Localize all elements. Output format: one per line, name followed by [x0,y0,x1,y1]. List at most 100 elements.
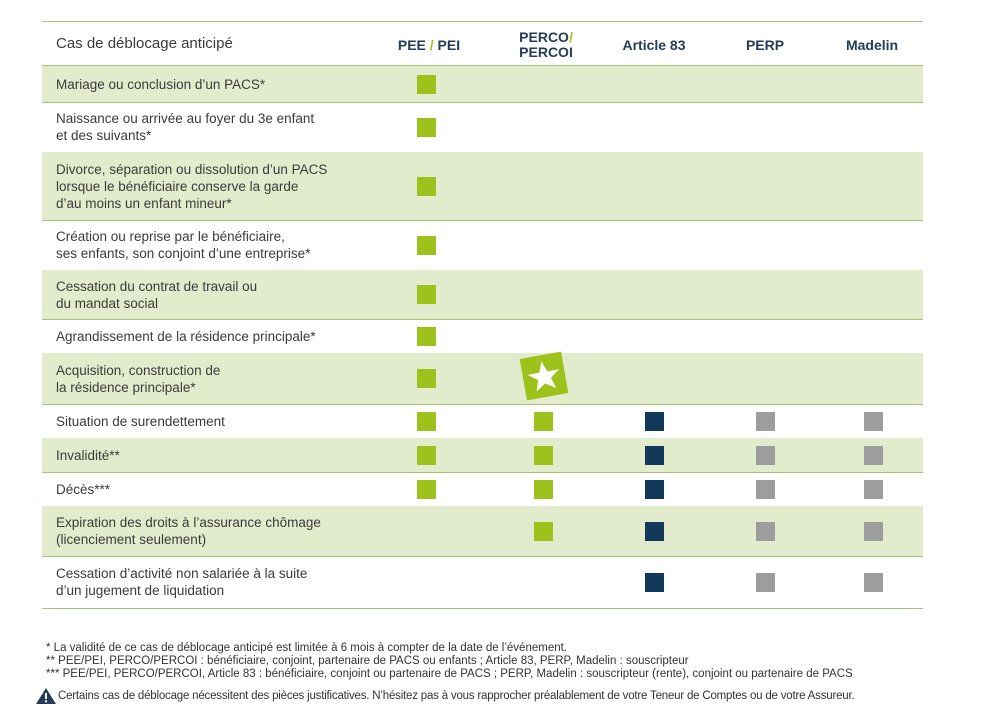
row-label-line: (licenciement seulement) [56,532,207,547]
eligibility-mark [864,446,883,465]
row-label: Divorce, séparation ou dissolution d’un … [56,161,327,212]
col-header-perco-percoi: PERCO/ PERCOI [507,30,585,60]
row-label-line: Mariage ou conclusion d’un PACS* [56,77,266,92]
eligibility-mark [417,480,436,499]
row-label-line: d’un jugement de liquidation [56,583,225,598]
col-header-slash: / [568,29,573,45]
eligibility-mark [645,412,664,431]
row-label: Mariage ou conclusion d’un PACS* [56,76,265,93]
warning-note: Certains cas de déblocage nécessitent de… [58,690,855,702]
row-label-line: du mandat social [56,296,159,311]
eligibility-mark [756,446,775,465]
eligibility-mark [417,118,436,137]
col-header-pee: PEE [397,37,426,53]
col-header-percoi: PERCOI [519,44,573,60]
eligibility-mark [417,285,436,304]
row-rule [42,102,923,103]
row-label: Invalidité** [56,447,120,464]
table-top-rule [42,21,923,22]
eligibility-mark [534,412,553,431]
table-row: Cessation d’activité non salariée à la s… [42,556,923,608]
header-rule [42,65,923,66]
eligibility-mark [864,573,883,592]
eligibility-mark [534,446,553,465]
row-label-line: Situation de surendettement [56,414,225,429]
row-rule [42,472,923,473]
row-label-line: Cessation d’activité non salariée à la s… [56,566,308,581]
table-row: Divorce, séparation ou dissolution d’un … [42,152,923,220]
row-label-line: Expiration des droits à l’assurance chôm… [56,515,321,530]
col-header-perco: PERCO [519,29,569,45]
eligibility-mark [417,412,436,431]
eligibility-mark [534,480,553,499]
table-row: Invalidité** [42,438,923,472]
footnote: ** PEE/PEI, PERCO/PERCOI : bénéficiaire,… [46,655,689,667]
footnotes: * La validité de ce cas de déblocage ant… [46,642,853,681]
eligibility-mark [756,480,775,499]
row-label-line: et des suivants* [56,128,152,143]
row-label-line: Création ou reprise par le bénéficiaire, [56,229,285,244]
table-row: Acquisition, construction de la résidence… [42,351,923,404]
row-label-line: lorsque le bénéficiaire conserve la gard… [56,179,299,194]
col-header-madelin: Madelin [845,37,899,53]
star-icon [519,351,569,401]
row-label: Situation de surendettement [56,413,225,430]
table-row: Cessation du contrat de travail ou du man… [42,270,923,319]
row-label-line: Décès*** [56,482,111,497]
row-rule [42,556,923,557]
row-label-line: d’au moins un enfant mineur* [56,196,232,211]
table-row: Agrandissement de la résidence principal… [42,319,923,353]
eligibility-mark [417,75,436,94]
eligibility-mark [645,446,664,465]
row-label: Cessation du contrat de travail ou du man… [56,278,257,312]
row-label-line: ses enfants, son conjoint d’une entrepri… [56,246,311,261]
row-label: Acquisition, construction de la résidence… [56,362,220,396]
eligibility-mark [756,412,775,431]
row-label: Décès*** [56,481,110,498]
footnote: *** PEE/PEI, PERCO/PERCOI, Article 83 : … [46,668,853,680]
row-label-line: Divorce, séparation ou dissolution d’un … [56,162,328,177]
eligibility-mark [864,412,883,431]
table-row: Création ou reprise par le bénéficiaire,… [42,220,923,270]
col-header-pei: PEI [437,37,461,53]
eligibility-mark [645,522,664,541]
row-label: Cessation d’activité non salariée à la s… [56,565,307,599]
row-label-line: Cessation du contrat de travail ou [56,279,258,294]
eligibility-mark [534,522,553,541]
eligibility-mark [756,522,775,541]
row-rule [42,319,923,320]
col-header-article-83: Article 83 [622,37,686,53]
warning-icon [36,688,56,704]
col-header-pee-pei: PEE / PEI [389,38,469,53]
eligibility-mark [417,327,436,346]
eligibility-mark [645,480,664,499]
footnote: * La validité de ce cas de déblocage ant… [46,642,568,654]
table-row: Décès*** [42,472,923,506]
row-label-line: Invalidité** [56,448,120,463]
row-label: Agrandissement de la résidence principal… [56,328,316,345]
row-rule [42,404,923,405]
row-label-line: Naissance ou arrivée au foyer du 3e enfa… [56,111,315,126]
header-label: Cas de déblocage anticipé [56,35,233,52]
table-row: Situation de surendettement [42,404,923,438]
col-header-perp: PERP [745,37,785,53]
eligibility-mark [417,369,436,388]
col-header-slash: / [429,37,434,53]
row-label-line: Acquisition, construction de [56,363,221,378]
eligibility-mark [417,236,436,255]
row-label-line: Agrandissement de la résidence principal… [56,329,316,344]
eligibility-mark [417,177,436,196]
eligibility-mark [417,446,436,465]
row-label: Naissance ou arrivée au foyer du 3e enfa… [56,110,314,144]
row-label-line: la résidence principale* [56,380,196,395]
eligibility-mark [756,573,775,592]
eligibility-mark [864,522,883,541]
table-row: Mariage ou conclusion d’un PACS* [42,66,923,102]
row-label: Expiration des droits à l’assurance chôm… [56,514,321,548]
eligibility-mark [864,480,883,499]
row-rule [42,220,923,221]
eligibility-mark [645,573,664,592]
table-row: Expiration des droits à l’assurance chôm… [42,506,923,556]
row-label: Création ou reprise par le bénéficiaire,… [56,228,310,262]
table-row: Naissance ou arrivée au foyer du 3e enfa… [42,102,923,152]
